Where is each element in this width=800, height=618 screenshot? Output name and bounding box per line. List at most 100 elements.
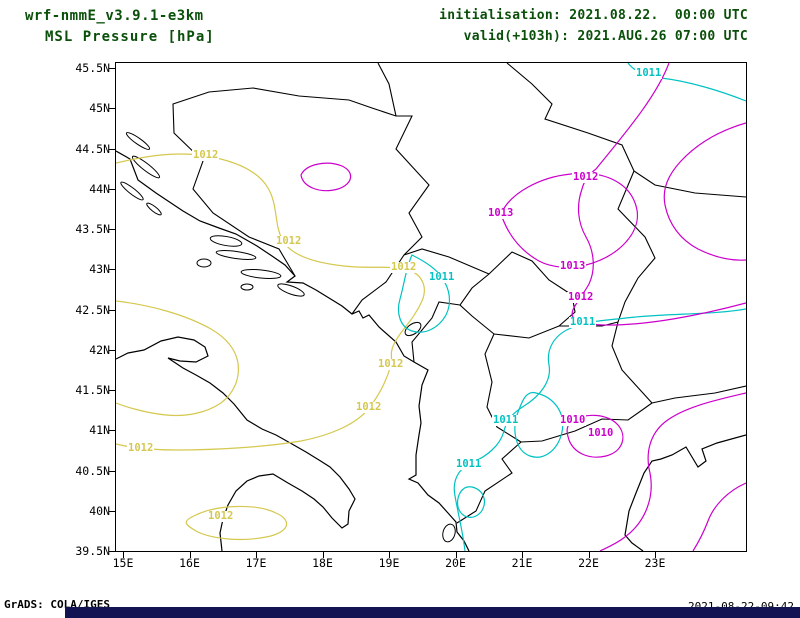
lon-tick-label: 15E <box>112 556 134 570</box>
lon-tick-label: 18E <box>312 556 333 570</box>
isobar-1012-main <box>116 153 425 451</box>
isobar-1010-corner <box>692 482 746 551</box>
lat-tick-mark <box>109 68 115 69</box>
lat-tick-mark <box>109 510 115 512</box>
lat-tick-mark <box>109 470 115 472</box>
lon-tick-mark <box>522 552 523 558</box>
border-bulgaria-macedonia <box>611 321 653 404</box>
isobar-1010-southeast <box>599 392 746 551</box>
lon-tick-label: 19E <box>378 556 400 570</box>
contour-label-1010: 1010 <box>559 414 587 426</box>
contour-label-1010: 1010 <box>587 427 615 439</box>
isobar-1012-apulia-loop <box>185 505 288 541</box>
lat-tick-mark <box>109 551 115 552</box>
isobar-1013-loop <box>500 172 638 268</box>
lon-tick-mark <box>455 552 457 558</box>
lat-tick-label: 45N <box>89 101 110 116</box>
croatian-islands <box>120 132 456 543</box>
border-bulgaria-greece <box>651 385 746 404</box>
lon-tick-mark <box>655 552 656 558</box>
lat-tick-label: 41.5N <box>75 383 110 397</box>
lat-tick-label: 45.5N <box>75 61 110 75</box>
coastline-adriatic-east <box>116 150 470 551</box>
contour-label-1012: 1012 <box>127 442 155 454</box>
isobar-magenta-small-loop <box>300 162 352 192</box>
lon-tick-label: 17E <box>245 556 267 570</box>
border-kosovo <box>459 251 576 335</box>
lat-tick-mark <box>109 108 115 110</box>
contour-label-1011: 1011 <box>635 67 663 79</box>
lat-tick-label: 39.5N <box>75 544 110 558</box>
lon-tick-label: 16E <box>179 556 200 570</box>
border-montenegro-albania <box>411 301 461 363</box>
isobar-magenta-east-bay <box>663 122 746 261</box>
lat-tick-mark <box>109 430 115 432</box>
lon-tick-label: 22E <box>578 556 599 570</box>
contour-label-1011: 1011 <box>492 414 520 426</box>
lat-tick-label: 40.5N <box>75 463 110 478</box>
lat-tick-label: 40N <box>89 503 110 518</box>
lon-tick-label: 23E <box>644 556 666 570</box>
lon-tick-mark <box>588 552 590 558</box>
border-albania-macedonia <box>484 333 522 443</box>
border-croatia-serbia <box>377 63 397 117</box>
isobar-1011-south-main <box>453 308 746 551</box>
contour-label-1012: 1012 <box>567 291 595 303</box>
map-plot <box>116 63 746 551</box>
lat-tick-mark <box>109 390 115 391</box>
lon-tick-label: 21E <box>511 556 533 570</box>
contour-label-1012: 1012 <box>377 358 405 370</box>
lon-tick-mark <box>189 552 191 558</box>
lat-tick-label: 43.5N <box>75 222 110 236</box>
map-area: 45.5N 45N 44.5N 44N 43.5N 43N 42.5N 42N 41.5N 41N… <box>75 62 747 569</box>
lat-tick-mark <box>109 269 115 271</box>
border-albania-greece <box>456 441 522 524</box>
contour-label-1012: 1012 <box>207 510 235 522</box>
isobar-magenta-northeast-long <box>571 63 746 326</box>
isobars-1012-yellow <box>116 153 425 541</box>
contour-label-1012: 1012 <box>572 171 600 183</box>
contour-label-1012: 1012 <box>390 261 418 273</box>
isobar-1010-loop <box>566 414 624 458</box>
border-serbia-bulgaria <box>617 170 656 323</box>
isobar-1012-left-lobe <box>116 300 239 417</box>
contour-label-1012: 1012 <box>275 235 303 247</box>
lon-tick-mark <box>123 552 124 558</box>
lat-tick-mark <box>109 309 115 311</box>
isobars-1011-cyan <box>397 63 746 551</box>
border-montenegro-serbia <box>403 248 490 275</box>
isobar-1011-small-loop <box>457 486 485 518</box>
isobar-1011-kosovo-loop <box>514 391 564 458</box>
contour-label-1012: 1012 <box>355 401 383 413</box>
bottom-bar <box>65 607 800 618</box>
contour-label-1011: 1011 <box>428 271 456 283</box>
field-title: MSL Pressure [hPa] <box>45 29 215 45</box>
country-borders <box>172 63 746 524</box>
lon-tick-mark <box>389 552 390 558</box>
lon-tick-label: 20E <box>445 556 466 570</box>
lat-tick-mark <box>109 148 115 150</box>
lat-tick-mark <box>109 188 115 190</box>
contour-label-1011: 1011 <box>455 458 483 470</box>
coastline-italy <box>116 336 356 551</box>
valid-time: valid(+103h): 2021.AUG.26 07:00 UTC <box>463 29 748 44</box>
lat-tick-label: 41N <box>89 423 110 438</box>
contour-label-1012: 1012 <box>192 149 220 161</box>
lon-tick-mark <box>256 552 257 558</box>
lat-tick-label: 44N <box>89 181 110 196</box>
contour-label-1013: 1013 <box>559 260 587 272</box>
contour-label-1013: 1013 <box>487 207 515 219</box>
initialisation-time: initialisation: 2021.08.22. 00:00 UTC <box>439 8 748 23</box>
lat-tick-mark <box>109 229 115 230</box>
lat-tick-label: 42.5N <box>75 302 110 317</box>
lat-tick-label: 44.5N <box>75 141 110 156</box>
border-serbia-romania-danube <box>506 63 746 198</box>
isobars-magenta-1013-1010 <box>300 63 746 551</box>
contour-label-1011: 1011 <box>569 316 597 328</box>
lat-tick-label: 42N <box>89 342 110 357</box>
border-bosnia-croatia-drina <box>172 87 430 315</box>
model-title: wrf-nmmE_v3.9.1-e3km <box>25 8 204 24</box>
lat-tick-mark <box>109 349 115 351</box>
lon-tick-mark <box>322 552 324 558</box>
coastline-aegean <box>624 434 746 551</box>
